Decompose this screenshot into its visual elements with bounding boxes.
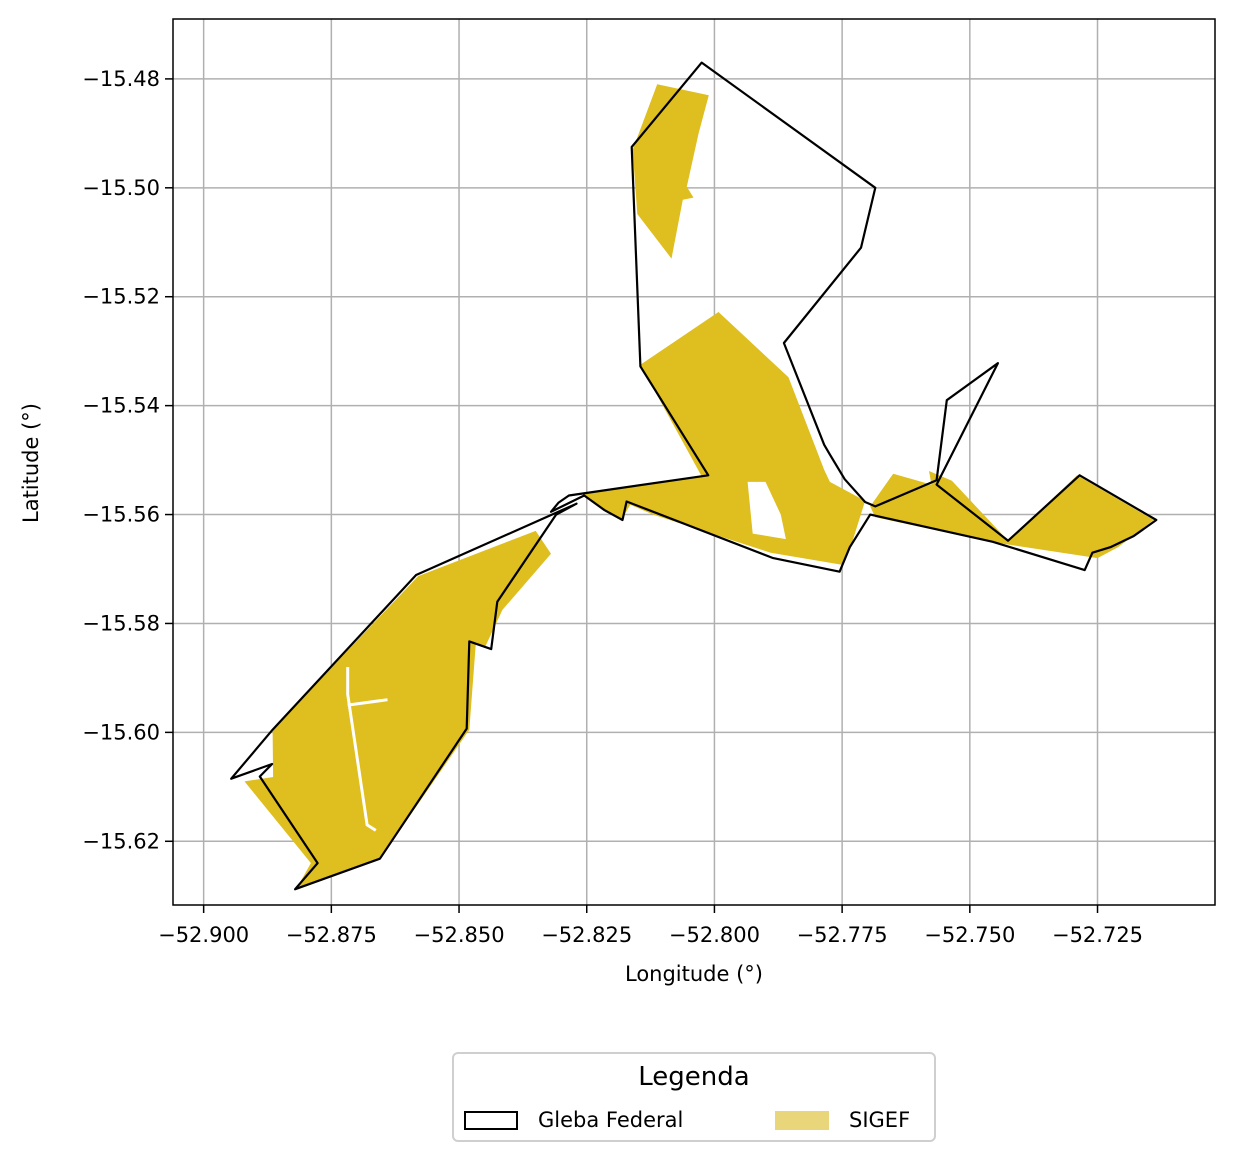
y-tick-label: −15.60	[82, 720, 160, 744]
legend-item-sigef: SIGEF	[775, 1108, 910, 1132]
parcel-boundary-line	[346, 667, 377, 832]
gleba-federal-swatch	[464, 1110, 518, 1130]
polygon-layer	[230, 61, 1158, 891]
legend-item-gleba-federal: Gleba Federal	[464, 1108, 683, 1132]
y-tick-label: −15.48	[82, 67, 160, 91]
y-tick-label: −15.50	[82, 176, 160, 200]
sigef-parcel	[870, 471, 1154, 559]
x-tick-label: −52.850	[414, 923, 505, 947]
plot-frame	[172, 18, 1216, 906]
x-tick-label: −52.875	[286, 923, 377, 947]
parcel-boundary-line	[347, 698, 388, 707]
legend-title: Legenda	[638, 1062, 750, 1092]
gleba-federal-outline	[549, 61, 1158, 573]
sigef-parcel	[582, 312, 866, 565]
y-tick-label: −15.62	[82, 829, 160, 853]
sigef-parcel	[632, 84, 709, 259]
x-axis-title: Longitude (°)	[625, 962, 763, 986]
y-axis-title: Latitude (°)	[19, 403, 43, 523]
axis-ticks: −52.900 −52.875 −52.850 −52.825 −52.800 −52.7…	[82, 67, 1143, 947]
x-tick-label: −52.775	[797, 923, 888, 947]
x-tick-label: −52.750	[924, 923, 1015, 947]
y-tick-label: −15.56	[82, 503, 160, 527]
gleba-federal-outline	[230, 502, 578, 891]
sigef-parcel	[244, 530, 551, 891]
y-tick-label: −15.54	[82, 394, 160, 418]
parcel-gap	[747, 481, 786, 540]
x-tick-label: −52.900	[158, 923, 249, 947]
sigef-swatch	[775, 1110, 829, 1130]
y-tick-label: −15.58	[82, 611, 160, 635]
legend-label-gleba-federal: Gleba Federal	[538, 1108, 684, 1132]
legend: Legenda Gleba Federal SIGEF	[452, 1052, 936, 1142]
x-tick-label: −52.825	[541, 923, 632, 947]
x-tick-label: −52.800	[669, 923, 760, 947]
legend-label-sigef: SIGEF	[849, 1108, 911, 1132]
y-tick-label: −15.52	[82, 285, 160, 309]
x-tick-label: −52.725	[1052, 923, 1143, 947]
